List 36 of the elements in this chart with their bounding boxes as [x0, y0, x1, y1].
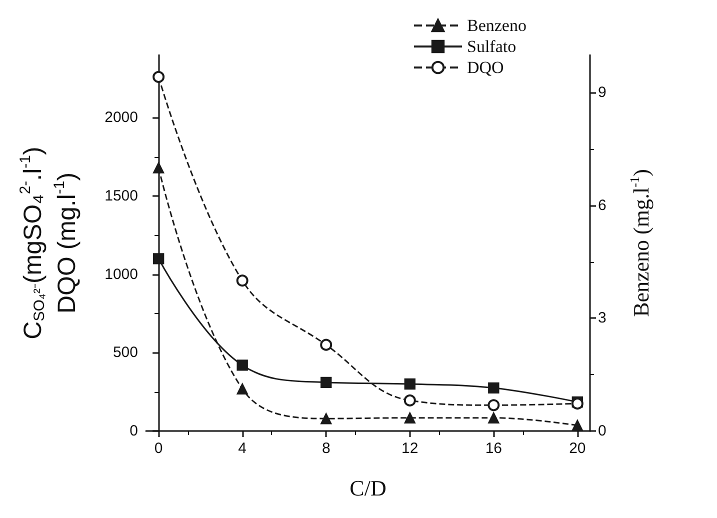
x-tick-label: 20 — [569, 440, 586, 457]
x-tick-label: 8 — [322, 440, 330, 457]
point — [320, 338, 332, 351]
x-tick-label: 4 — [238, 440, 247, 457]
y-tick-label: 1000 — [104, 266, 138, 283]
y2-tick-label: 3 — [598, 310, 606, 327]
point — [152, 253, 164, 264]
point — [488, 382, 500, 394]
point — [488, 399, 500, 412]
point — [404, 412, 416, 424]
point — [404, 378, 416, 390]
y-tick-label: 2000 — [104, 109, 138, 126]
x-tick-label: 16 — [485, 440, 502, 457]
y-tick-label: 0 — [130, 422, 138, 440]
x-tick-label: 12 — [402, 440, 418, 457]
point — [404, 394, 416, 406]
y-tick-label: 500 — [112, 344, 138, 362]
legend-label: DQO — [467, 58, 504, 77]
point — [236, 274, 248, 287]
x-tick-label: 0 — [154, 440, 163, 457]
point — [236, 360, 248, 371]
point — [320, 376, 332, 388]
point — [572, 420, 584, 431]
x-axis-title: C/D — [350, 476, 386, 500]
y2-tick-label: 9 — [598, 84, 606, 102]
point — [236, 383, 248, 394]
point — [152, 162, 164, 174]
point — [320, 412, 332, 424]
point — [488, 412, 500, 424]
point — [152, 70, 165, 83]
y2-tick-label: 6 — [598, 196, 606, 214]
y2-axis-title: Benzeno (mg.l-1) — [627, 169, 654, 317]
legend-label: Benzeno — [467, 16, 526, 35]
y2-tick-label: 0 — [598, 422, 606, 440]
legend-label: Sulfato — [467, 37, 516, 56]
y-tick-label: 1500 — [104, 188, 138, 204]
